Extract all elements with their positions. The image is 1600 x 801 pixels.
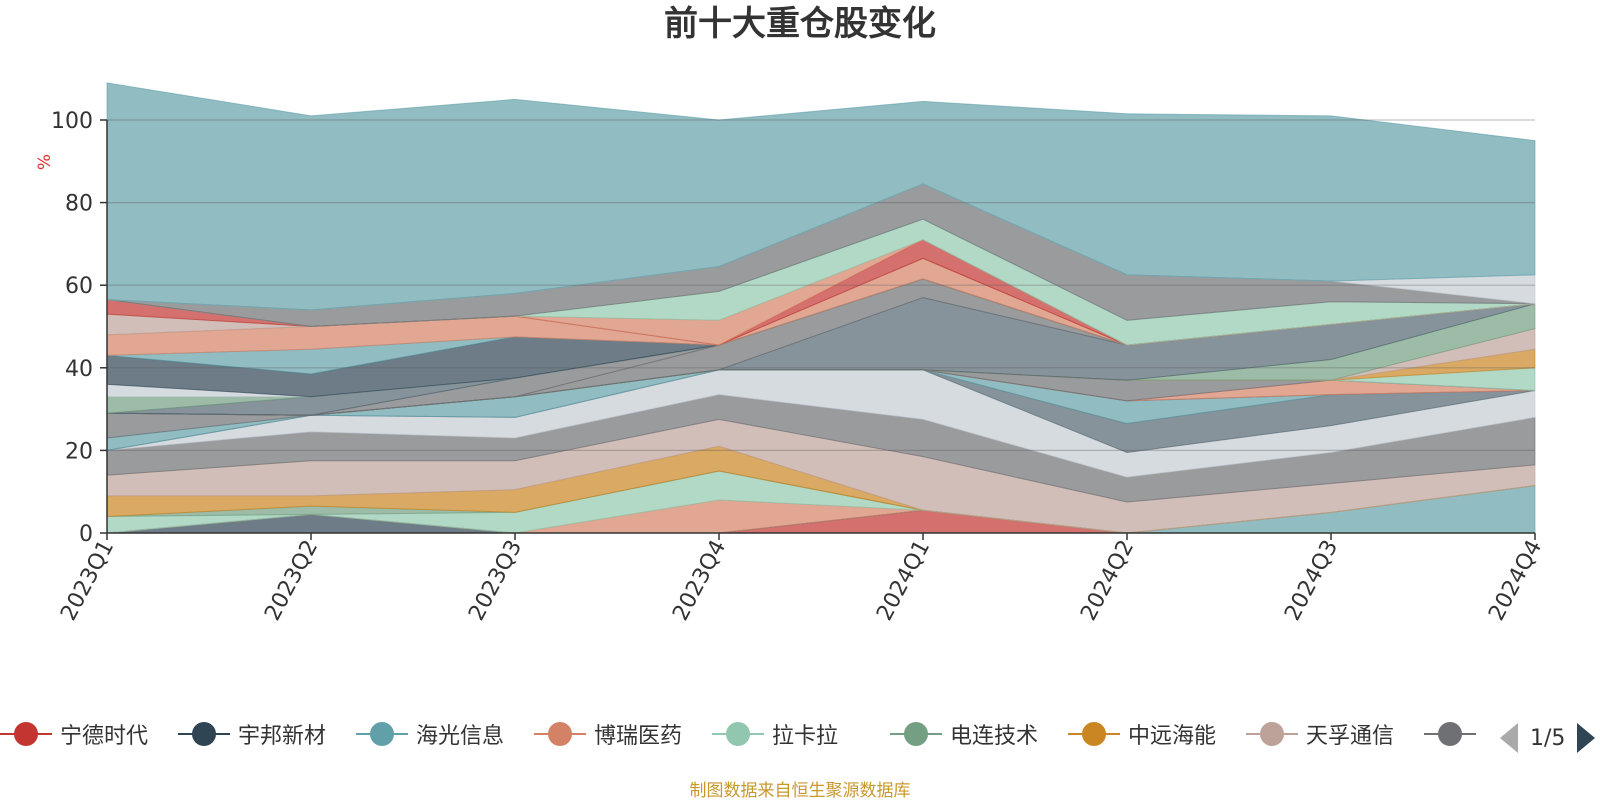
legend-marker-icon [534,720,586,748]
legend-label: 宁德时代 [60,724,149,749]
chart-title: 前十大重仓股变化 [664,4,936,44]
legend: 宁德时代 宇邦新材 海光信息 博瑞医药 拉卡拉 电连技术 中远海能 天孚通信 寒武纪 [0,706,1600,762]
legend-page-indicator: 1/5 [1530,725,1566,751]
legend-label: 拉卡拉 [772,724,839,749]
legend-marker-icon [1424,720,1476,748]
legend-item[interactable]: 拉卡拉 [712,706,838,762]
legend-marker-icon [356,720,408,748]
y-tick-label: 40 [65,357,93,382]
y-tick-label: 100 [51,109,93,134]
grid-lines [107,119,1535,451]
legend-prev-icon[interactable] [1500,723,1518,753]
x-tick-label: 2024Q2 [1076,536,1139,625]
x-tick-label: 2023Q4 [668,536,731,625]
y-axis-unit: % [35,154,55,170]
legend-label: 宇邦新材 [238,724,327,749]
legend-item[interactable]: 海光信息 [356,706,504,762]
y-tick-label: 20 [65,439,93,464]
x-tick-label: 2024Q4 [1484,536,1547,625]
legend-item[interactable]: 电连技术 [890,706,1038,762]
legend-label: 电连技术 [950,724,1039,749]
legend-marker-icon [1246,720,1298,748]
legend-label: 博瑞医药 [594,724,683,749]
x-tick-label: 2023Q3 [464,536,527,625]
legend-label: 天孚通信 [1306,724,1395,749]
area-series-group [106,82,1536,534]
x-tick-label: 2023Q2 [260,536,323,625]
y-tick-label: 0 [79,522,93,547]
legend-item[interactable]: 天孚通信 [1246,706,1394,762]
data-source-note: 制图数据来自恒生聚源数据库 [689,781,911,801]
x-tick-label: 2024Q1 [872,536,935,625]
legend-marker-icon [890,720,942,748]
legend-next-icon[interactable] [1577,723,1596,753]
legend-item[interactable]: 博瑞医药 [534,706,682,762]
y-tick-label: 80 [65,192,93,217]
legend-item[interactable]: 中远海能 [1068,706,1216,762]
legend-item[interactable]: 寒武纪 [1424,706,1478,762]
y-tick-label: 60 [65,274,93,299]
legend-marker-icon [1068,720,1120,748]
legend-label: 中远海能 [1128,724,1217,749]
legend-marker-icon [178,720,230,748]
legend-pager: 1/5 [1500,718,1596,758]
legend-marker-icon [0,720,52,748]
legend-item[interactable]: 宁德时代 [0,706,148,762]
legend-marker-icon [712,720,764,748]
legend-items: 宁德时代 宇邦新材 海光信息 博瑞医药 拉卡拉 电连技术 中远海能 天孚通信 寒武纪 [0,706,1478,762]
legend-item[interactable]: 宇邦新材 [178,706,326,762]
legend-label: 海光信息 [416,724,505,749]
x-tick-label: 2024Q3 [1280,536,1343,625]
x-tick-label: 2023Q1 [56,536,119,625]
area-series-34 [106,82,1536,311]
